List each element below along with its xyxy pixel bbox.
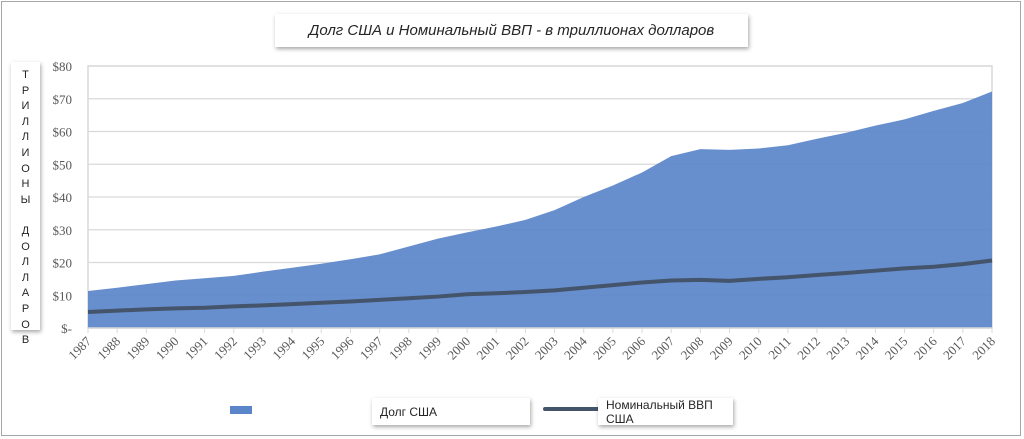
y-axis-title-letter: Д: [21, 224, 30, 237]
y-tick-label: $70: [53, 92, 73, 107]
y-axis-title-letter: И: [21, 100, 30, 113]
x-tick-label: 2014: [852, 333, 881, 362]
y-axis-title-letter: Т: [22, 69, 29, 81]
y-axis-title-letter: О: [21, 162, 30, 175]
y-axis-title-letter: Р: [21, 84, 30, 97]
x-tick-label: 1989: [123, 334, 152, 363]
x-tick-label: 1991: [182, 334, 211, 363]
y-axis-title-letter: О: [21, 240, 30, 253]
debt-area: [88, 91, 992, 328]
x-tick-label: 2001: [473, 334, 502, 363]
x-tick-label: 2009: [707, 334, 736, 363]
y-tick-label: $-: [61, 321, 72, 336]
y-tick-label: $30: [53, 223, 73, 238]
x-tick-label: 2003: [532, 334, 561, 363]
legend-label-debt: Долг США: [372, 398, 530, 425]
y-axis-title-letter: В: [21, 334, 30, 347]
x-tick-label: 1993: [240, 334, 269, 363]
y-axis-title-letter: Л: [21, 271, 30, 284]
legend-label-gdp: Номинальный ВВП США: [598, 398, 733, 426]
x-tick-label: 1997: [357, 333, 386, 362]
x-tick-label: 1999: [415, 334, 444, 363]
y-tick-label: $40: [53, 190, 73, 205]
y-tick-label: $20: [53, 256, 73, 271]
x-tick-label: 2006: [619, 333, 648, 362]
x-tick-label: 2015: [882, 334, 911, 363]
x-tick-label: 2016: [911, 333, 940, 362]
x-tick-label: 2013: [823, 334, 852, 363]
x-tick-label: 1994: [269, 333, 298, 362]
gdp-line: [87, 258, 993, 314]
legend-swatch-debt: [230, 406, 252, 414]
x-tick-label: 1987: [65, 333, 94, 362]
x-tick-label: 1998: [386, 334, 415, 363]
x-tick-label: 1995: [298, 334, 327, 363]
x-tick-label: 2012: [794, 334, 823, 363]
x-tick-label: 2010: [736, 334, 765, 363]
x-tick-label: 2011: [765, 334, 794, 363]
y-axis-title-letter: О: [21, 318, 30, 331]
x-tick-label: 2000: [444, 334, 473, 363]
y-axis-title-letter: Н: [21, 178, 30, 191]
y-axis-title-letter: Р: [21, 302, 30, 315]
x-tick-label: 2007: [648, 333, 677, 362]
y-axis-title-letter: Л: [21, 256, 30, 269]
x-tick-label: 1990: [153, 334, 182, 363]
x-tick-label: 1992: [211, 334, 240, 363]
y-axis-title-letter: [24, 208, 27, 224]
y-tick-label: $10: [53, 288, 73, 303]
x-tick-label: 2008: [678, 334, 707, 363]
y-tick-label: $50: [53, 157, 73, 172]
y-axis-title-letter: Ы: [20, 193, 31, 206]
x-tick-label: 1996: [328, 333, 357, 362]
chart-title: Долг США и Номинальный ВВП - в триллиона…: [275, 14, 748, 47]
x-tick-label: 2002: [503, 334, 532, 363]
y-axis-title-letter: Л: [21, 131, 30, 144]
y-tick-label: $60: [53, 125, 73, 140]
x-tick-label: 2017: [940, 333, 969, 362]
x-tick-label: 2004: [561, 333, 590, 362]
x-tick-label: 2018: [969, 334, 998, 363]
x-tick-label: 2005: [590, 334, 619, 363]
y-axis-title-letter: Л: [21, 115, 30, 128]
x-tick-label: 1988: [94, 334, 123, 363]
y-axis-title-letter: И: [21, 146, 30, 159]
y-axis-title-letter: А: [21, 287, 30, 300]
y-tick-label: $80: [53, 59, 73, 74]
